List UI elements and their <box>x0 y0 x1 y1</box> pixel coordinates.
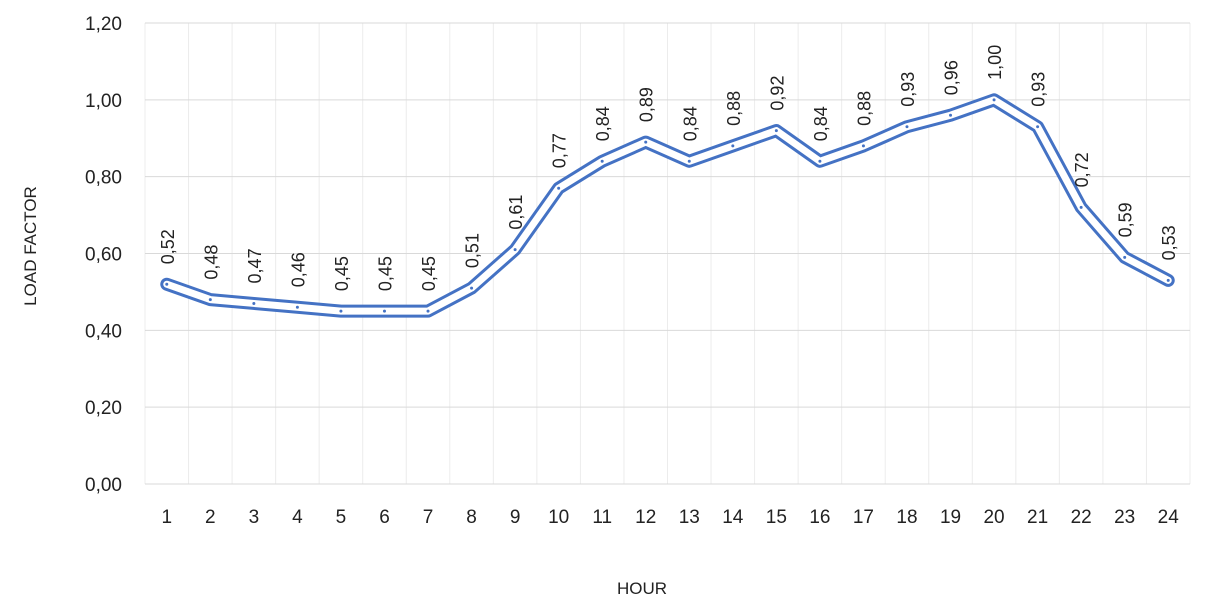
data-point <box>470 286 474 290</box>
series-line <box>160 93 1175 318</box>
data-point <box>557 186 561 190</box>
data-label: 0,77 <box>550 133 570 168</box>
x-tick-label: 9 <box>510 507 521 528</box>
x-tick-label: 11 <box>592 507 612 528</box>
data-label: 0,89 <box>637 87 657 122</box>
data-label: 0,45 <box>419 256 439 291</box>
y-tick-label: 0,00 <box>85 475 122 496</box>
data-label: 0,93 <box>1029 72 1049 107</box>
data-point <box>949 113 953 117</box>
data-point <box>1079 205 1083 209</box>
x-tick-label: 10 <box>548 507 569 528</box>
data-label: 0,96 <box>942 60 962 95</box>
data-point <box>687 159 691 163</box>
x-tick-label: 3 <box>249 507 260 528</box>
data-label: 0,88 <box>854 91 874 126</box>
data-label: 0,47 <box>245 248 265 283</box>
y-tick-label: 0,40 <box>85 321 122 342</box>
data-point <box>774 129 778 133</box>
gridlines <box>144 22 1191 485</box>
data-point <box>1166 278 1170 282</box>
x-tick-label: 24 <box>1158 507 1180 528</box>
x-tick-label: 13 <box>679 507 700 528</box>
data-label: 0,84 <box>593 106 613 141</box>
y-tick-label: 1,20 <box>85 14 122 35</box>
data-label: 0,51 <box>463 233 483 268</box>
x-tick-label: 16 <box>809 507 830 528</box>
x-tick-label: 19 <box>940 507 961 528</box>
x-tick-label: 5 <box>336 507 347 528</box>
x-axis: 1 2 3 4 5 6 7 8 9 10 11 12 13 14 15 16 17 18 19 20 21 22 23 24 <box>161 507 1179 528</box>
data-labels: 0,52 0,48 0,47 0,46 0,45 0,45 0,45 0,51 0,61 0,77… <box>158 45 1179 291</box>
data-point <box>1123 255 1127 259</box>
data-label: 0,48 <box>201 245 221 280</box>
x-tick-label: 21 <box>1027 507 1048 528</box>
data-label: 0,88 <box>724 91 744 126</box>
data-label: 0,92 <box>767 76 787 111</box>
x-tick-label: 6 <box>379 507 390 528</box>
data-label: 0,46 <box>288 252 308 287</box>
x-tick-label: 2 <box>205 507 216 528</box>
data-point <box>426 309 430 313</box>
data-point <box>600 159 604 163</box>
x-tick-label: 18 <box>896 507 917 528</box>
x-tick-label: 1 <box>161 507 172 528</box>
y-tick-label: 0,60 <box>85 245 122 266</box>
data-label: 0,61 <box>506 195 526 230</box>
data-label: 0,72 <box>1072 152 1092 187</box>
data-label: 0,53 <box>1159 225 1179 260</box>
data-point <box>992 98 996 102</box>
x-tick-label: 20 <box>983 507 1004 528</box>
data-point <box>731 144 735 148</box>
data-point <box>1036 125 1040 129</box>
x-tick-label: 15 <box>766 507 787 528</box>
data-point <box>382 309 386 313</box>
data-point <box>252 301 256 305</box>
data-point <box>208 298 212 302</box>
data-point <box>339 309 343 313</box>
y-tick-label: 1,00 <box>85 91 122 112</box>
data-label: 0,45 <box>332 256 352 291</box>
x-axis-title: HOUR <box>617 579 667 598</box>
x-tick-label: 7 <box>423 507 434 528</box>
x-tick-label: 23 <box>1114 507 1135 528</box>
data-label: 0,52 <box>158 229 178 264</box>
data-label: 0,59 <box>1116 202 1136 237</box>
y-axis: 0,00 0,20 0,40 0,60 0,80 1,00 1,20 <box>85 14 122 496</box>
data-point <box>165 282 169 286</box>
data-label: 0,93 <box>898 72 918 107</box>
x-tick-label: 17 <box>853 507 874 528</box>
data-label: 1,00 <box>985 45 1005 80</box>
data-point <box>644 140 648 144</box>
x-tick-label: 12 <box>635 507 656 528</box>
data-point <box>905 125 909 129</box>
data-point <box>295 305 299 309</box>
x-tick-label: 14 <box>722 507 744 528</box>
y-tick-label: 0,80 <box>85 168 122 189</box>
series-line-inner <box>163 96 1172 315</box>
data-label: 0,84 <box>680 106 700 141</box>
y-axis-title: LOAD FACTOR <box>21 186 40 306</box>
x-tick-label: 8 <box>466 507 477 528</box>
data-point <box>513 248 517 252</box>
x-tick-label: 22 <box>1071 507 1092 528</box>
data-label: 0,45 <box>375 256 395 291</box>
y-tick-label: 0,20 <box>85 398 122 419</box>
x-tick-label: 4 <box>292 507 303 528</box>
data-point <box>818 159 822 163</box>
data-label: 0,84 <box>811 106 831 141</box>
data-point <box>861 144 865 148</box>
